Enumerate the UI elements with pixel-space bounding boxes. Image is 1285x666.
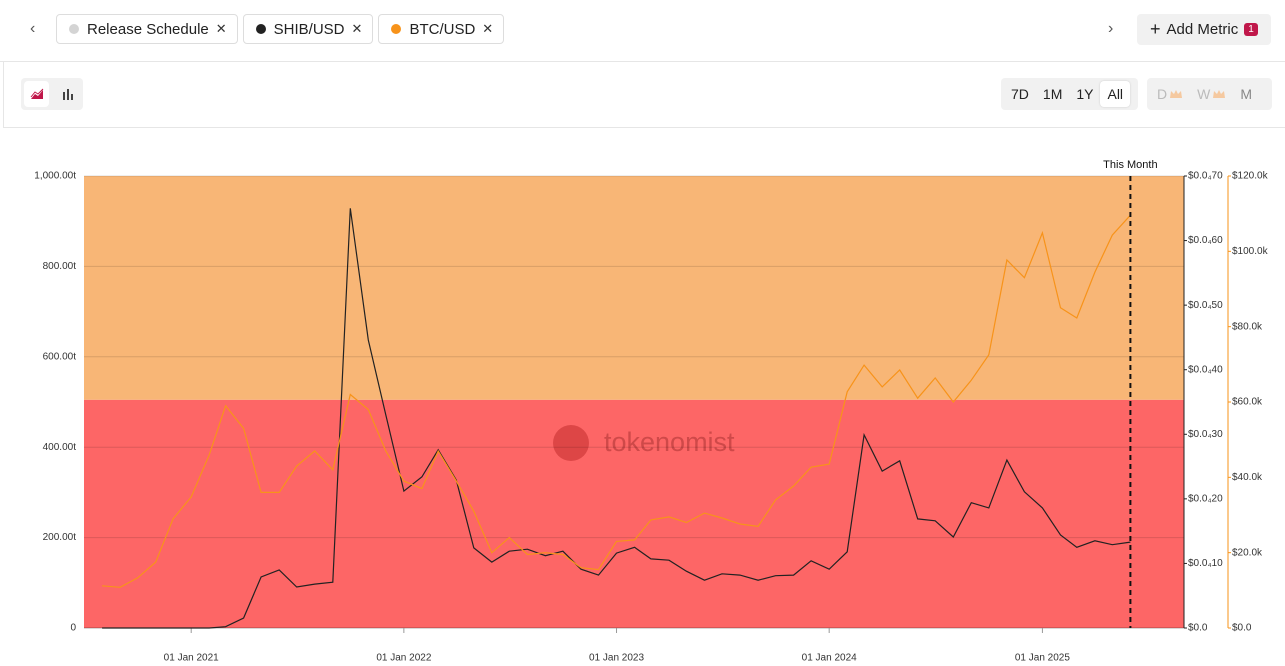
x-tick-label: 01 Jan 2023 bbox=[589, 653, 644, 664]
this-month-label: This Month bbox=[1103, 159, 1157, 171]
add-metric-button[interactable]: + Add Metric 1 bbox=[1137, 14, 1271, 45]
y-tick-label: 1,000.00t bbox=[34, 171, 76, 182]
y2-tick-label: $0.0₄30 bbox=[1188, 429, 1223, 440]
y3-tick-label: $60.0k bbox=[1232, 397, 1263, 408]
range-button[interactable]: 7D bbox=[1011, 86, 1029, 102]
y-tick-label: 800.00t bbox=[43, 261, 77, 272]
y3-tick-label: $20.0k bbox=[1232, 547, 1263, 558]
remove-metric[interactable]: ✕ bbox=[482, 21, 494, 36]
scroll-right[interactable]: › bbox=[1108, 20, 1114, 37]
interval-label: M bbox=[1240, 86, 1253, 102]
scroll-left[interactable]: ‹ bbox=[30, 20, 36, 37]
x-tick-label: 01 Jan 2022 bbox=[376, 653, 431, 664]
watermark-logo bbox=[553, 425, 589, 461]
interval-button[interactable]: D bbox=[1150, 81, 1190, 107]
interval-label: D bbox=[1157, 86, 1168, 102]
remove-metric[interactable]: ✕ bbox=[351, 21, 363, 36]
range-selector: 7D 1M 1Y All bbox=[1001, 78, 1138, 110]
legend-dot bbox=[391, 24, 402, 34]
metric-count: 1 bbox=[1244, 23, 1258, 36]
area-icon bbox=[30, 88, 43, 99]
premium-icon bbox=[1212, 86, 1226, 102]
release-band bbox=[84, 176, 1184, 400]
y2-tick-label: $0.0₄60 bbox=[1188, 235, 1223, 246]
remove-metric[interactable]: ✕ bbox=[215, 21, 227, 36]
y2-tick-label: $0.0₄20 bbox=[1188, 493, 1223, 504]
x-tick-label: 01 Jan 2025 bbox=[1015, 653, 1070, 664]
y3-tick-label: $100.0k bbox=[1232, 246, 1269, 257]
y-tick-label: 200.00t bbox=[43, 532, 77, 543]
legend-label: SHIB/USD bbox=[273, 20, 345, 38]
y3-tick-label: $120.0k bbox=[1232, 171, 1269, 182]
range-button[interactable]: All bbox=[1100, 81, 1131, 107]
x-tick-label: 01 Jan 2021 bbox=[164, 653, 219, 664]
metric-pills: Release Schedule ✕ SHIB/USD ✕ BTC/USD ✕ bbox=[56, 14, 505, 44]
plus-icon: + bbox=[1150, 19, 1161, 39]
chart-toolbar: 7D 1M 1Y All D W M bbox=[3, 62, 1285, 128]
premium-icon bbox=[1169, 86, 1183, 102]
y-tick-label: 0 bbox=[70, 623, 76, 634]
legend-dot bbox=[69, 24, 79, 34]
release-band bbox=[84, 399, 1184, 628]
y2-tick-label: $0.0₄70 bbox=[1188, 171, 1223, 182]
x-tick-label: 01 Jan 2024 bbox=[802, 653, 857, 664]
y-tick-label: 400.00t bbox=[43, 442, 77, 453]
interval-button[interactable]: W bbox=[1190, 81, 1233, 107]
bar-icon bbox=[62, 89, 73, 100]
watermark: tokenomist bbox=[604, 427, 735, 457]
legend-label: BTC/USD bbox=[409, 20, 476, 38]
metric-pill[interactable]: Release Schedule ✕ bbox=[56, 14, 238, 44]
legend-label: Release Schedule bbox=[87, 20, 209, 38]
y2-tick-label: $0.0₄50 bbox=[1188, 300, 1223, 311]
metric-bar: ‹ Release Schedule ✕ SHIB/USD ✕ BTC/USD ✕ › +… bbox=[0, 0, 1285, 62]
y2-tick-label: $0.0₄10 bbox=[1188, 558, 1223, 569]
y2-tick-label: $0.0₄40 bbox=[1188, 364, 1223, 375]
area-chart-button[interactable] bbox=[24, 81, 49, 107]
legend-dot bbox=[255, 24, 266, 34]
series-line bbox=[102, 214, 1131, 588]
add-metric-label: Add Metric bbox=[1166, 21, 1239, 38]
range-button[interactable]: 1M bbox=[1042, 86, 1063, 102]
series-line bbox=[102, 208, 1131, 629]
y2-tick-label: $0.0 bbox=[1188, 623, 1208, 634]
y3-tick-label: $0.0 bbox=[1232, 623, 1252, 634]
range-button[interactable]: 1Y bbox=[1076, 86, 1094, 102]
y3-tick-label: $40.0k bbox=[1232, 472, 1263, 483]
metric-pill[interactable]: BTC/USD ✕ bbox=[378, 14, 505, 44]
y-tick-label: 600.00t bbox=[43, 351, 77, 362]
interval-label: W bbox=[1197, 86, 1211, 102]
interval-button[interactable]: M bbox=[1233, 81, 1259, 107]
metric-pill[interactable]: SHIB/USD ✕ bbox=[242, 14, 374, 44]
bar-chart-button[interactable] bbox=[55, 81, 80, 107]
chart-type-toggle bbox=[21, 78, 83, 110]
y3-tick-label: $80.0k bbox=[1232, 321, 1263, 332]
